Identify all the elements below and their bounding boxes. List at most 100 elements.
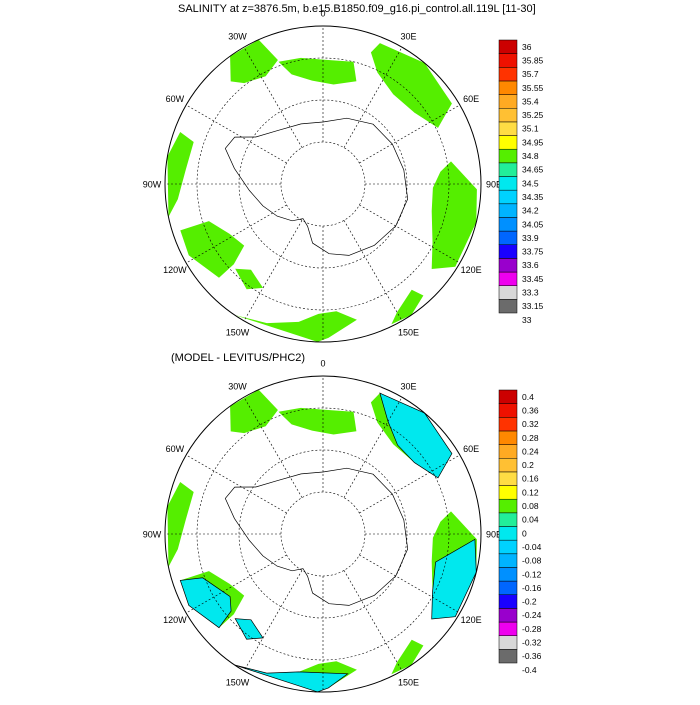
difference-panel: 030E60E90E120E150E180150W120W90W60W30W0.… (0, 350, 700, 705)
negative-region-4 (235, 618, 263, 640)
colorbar-cell (498, 230, 518, 246)
colorbar-cell (498, 580, 518, 596)
lon-label: 90W (143, 530, 162, 540)
colorbar-cell (498, 512, 518, 527)
colorbar-label: -0.12 (522, 569, 542, 579)
colorbar-label: -0.24 (522, 610, 542, 620)
meridian-1 (343, 47, 403, 148)
colorbar-cell (498, 485, 518, 500)
colorbar-cell (498, 258, 518, 273)
meridian-1 (343, 397, 403, 498)
colorbar-label: 0.16 (522, 474, 539, 484)
zero-contour-0 (379, 392, 453, 479)
colorbar-label: 33.9 (522, 233, 539, 243)
colorbar-label: 0.36 (522, 405, 539, 415)
colorbar-cell (498, 389, 518, 404)
lon-label: 150E (398, 678, 419, 688)
field-region-2 (278, 407, 357, 435)
negative-region-3 (234, 665, 348, 692)
meridian-7 (243, 570, 303, 671)
lon-label: 0 (320, 359, 325, 369)
colorbar-cell (498, 430, 518, 445)
colorbar-cell (498, 635, 518, 650)
colorbar-label: 35.4 (522, 96, 539, 106)
meridian-8 (186, 204, 287, 264)
colorbar-cell (498, 458, 518, 473)
lon-label: 150E (398, 328, 419, 338)
map-border (164, 375, 482, 693)
colorbar-cell (498, 539, 518, 555)
colorbar-label: -0.08 (522, 556, 542, 566)
lon-label: 90E (486, 180, 502, 190)
colorbar-label: 36 (522, 42, 532, 52)
colorbar-cell (498, 67, 518, 82)
lon-label: 60W (166, 444, 185, 454)
field-region-3 (431, 161, 477, 269)
colorbar-label: -0.4 (522, 665, 537, 675)
colorbar-cell (498, 121, 518, 136)
colorbar-cell (498, 621, 518, 636)
field-region-4 (167, 132, 194, 217)
colorbar-label: -0.04 (522, 542, 542, 552)
lon-label: 0 (320, 9, 325, 19)
colorbar-cell (498, 417, 518, 432)
colorbar-label: 35.85 (522, 55, 544, 65)
colorbar-label: 0.08 (522, 501, 539, 511)
difference-map-svg: 030E60E90E120E150E180150W120W90W60W30W0.… (143, 359, 542, 705)
lon-label: 90E (486, 530, 502, 540)
lon-label: 30E (400, 31, 416, 41)
colorbar-label: 0.28 (522, 433, 539, 443)
colorbar-cell (498, 108, 518, 123)
lon-label: 150W (226, 328, 250, 338)
lon-label: 60W (166, 94, 185, 104)
colorbar-label: 33.15 (522, 301, 544, 311)
colorbar-cell (498, 299, 518, 314)
ocean-field (165, 26, 481, 342)
colorbar-cell (498, 244, 518, 259)
negative-region-1 (431, 539, 477, 619)
colorbar-cell (498, 608, 518, 623)
colorbar-cell (498, 567, 518, 582)
lon-label: 120E (461, 265, 482, 275)
field-region-5 (180, 221, 245, 278)
colorbar-label: 33.75 (522, 247, 544, 257)
field-region-0 (230, 39, 278, 84)
meridian-10 (186, 104, 287, 164)
colorbar-label: -0.16 (522, 583, 542, 593)
colorbar-cell (498, 285, 518, 300)
colorbar-label: 35.25 (522, 110, 544, 120)
antarctica-coastline (224, 117, 409, 256)
colorbar-label: -0.28 (522, 624, 542, 634)
meridian-4 (359, 554, 460, 614)
colorbar-label: -0.2 (522, 597, 537, 607)
colorbar-cell (498, 553, 518, 568)
field-region-0 (230, 389, 278, 434)
meridian-2 (359, 454, 460, 514)
chart-title-salinity: SALINITY at z=3876.5m, b.e15.B1850.f09_g… (178, 3, 536, 15)
colorbar-cell (498, 39, 518, 54)
colorbar-label: 35.7 (522, 69, 539, 79)
colorbar-label: 0.12 (522, 487, 539, 497)
colorbar-cell (498, 594, 518, 609)
colorbar-label: 34.65 (522, 165, 544, 175)
map-border (164, 25, 482, 343)
colorbar-cell (498, 135, 518, 150)
antarctica-coastline (224, 467, 409, 606)
colorbar-label: 0.04 (522, 515, 539, 525)
colorbar-cell (498, 444, 518, 459)
colorbar-cell (498, 162, 518, 177)
colorbar-label: 33.3 (522, 288, 539, 298)
colorbar-label: 33 (522, 315, 532, 325)
colorbar-label: 34.2 (522, 206, 539, 216)
salinity-panel: 030E60E90E120E150E180150W120W90W60W30W36… (0, 0, 700, 361)
field-region-7 (391, 289, 424, 325)
colorbar-cell (498, 526, 518, 541)
colorbar-cell (498, 189, 518, 205)
colorbar-label: 34.95 (522, 137, 544, 147)
colorbar-cell (498, 217, 518, 232)
field-region-1 (370, 43, 452, 128)
colorbar-cell (498, 94, 518, 109)
colorbar-cell (498, 403, 518, 418)
lon-label: 30W (228, 31, 247, 41)
colorbar-cell (498, 176, 518, 191)
